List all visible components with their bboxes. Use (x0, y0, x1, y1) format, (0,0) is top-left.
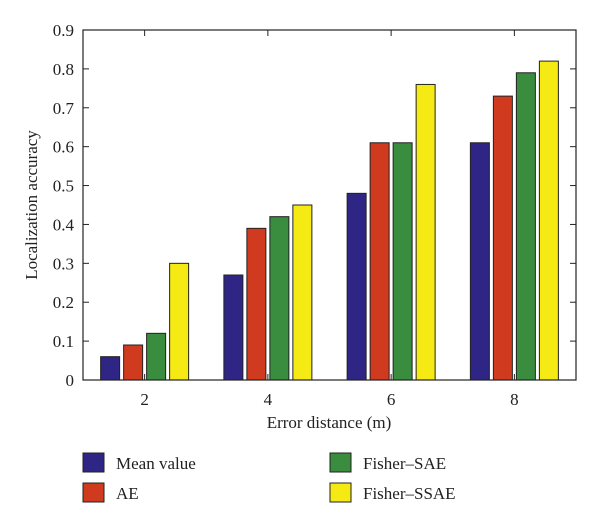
legend-item: Fisher–SSAE (329, 482, 456, 503)
legend-swatch (329, 482, 352, 503)
y-tick-label: 0 (66, 371, 75, 390)
bar-fisher-sae-8 (515, 72, 536, 381)
bar-mean-value-8 (469, 142, 490, 381)
y-tick-label: 0.2 (53, 293, 74, 312)
bar-fisher-sae-2 (146, 332, 167, 381)
legend-swatch (329, 452, 352, 473)
legend-label: Fisher–SSAE (363, 484, 456, 503)
x-tick-label: 6 (387, 390, 396, 409)
legend-swatch (82, 482, 105, 503)
legend-item: Mean value (82, 452, 196, 473)
bar-fisher-ssae-6 (415, 83, 436, 381)
x-tick-labels: 2 4 6 8 (140, 390, 518, 409)
y-tick-label: 0.5 (53, 177, 74, 196)
bar-ae-4 (246, 227, 267, 381)
bar-fisher-ssae-2 (169, 262, 190, 381)
bar-ae-6 (369, 142, 390, 381)
bar-ae-2 (123, 344, 144, 381)
x-axis-title: Error distance (m) (267, 413, 392, 432)
legend-item: Fisher–SAE (329, 452, 446, 473)
y-tick-label: 0.8 (53, 60, 74, 79)
bar-fisher-sae-6 (392, 142, 413, 381)
bar-fisher-sae-4 (269, 216, 290, 381)
bar-mean-value-2 (100, 356, 121, 381)
bar-ae-8 (492, 95, 513, 381)
bar-mean-value-6 (346, 192, 367, 381)
y-tick-labels: 0 0.1 0.2 0.3 0.4 0.5 0.6 0.7 0.8 0.9 (53, 21, 75, 390)
y-tick-label: 0.7 (53, 99, 75, 118)
bar-fisher-ssae-4 (292, 204, 313, 381)
y-tick-label: 0.3 (53, 254, 74, 273)
y-tick-label: 0.9 (53, 21, 74, 40)
legend-label: Fisher–SAE (363, 454, 446, 473)
bar-mean-value-4 (223, 274, 244, 381)
y-tick-label: 0.4 (53, 215, 75, 234)
y-tick-label: 0.6 (53, 138, 74, 157)
legend-item: AE (82, 482, 139, 503)
legend-label: Mean value (116, 454, 196, 473)
x-tick-label: 4 (264, 390, 273, 409)
y-axis-title: Localization accuracy (22, 130, 41, 280)
x-tick-label: 8 (510, 390, 519, 409)
x-tick-label: 2 (140, 390, 149, 409)
bars-layer (100, 60, 559, 381)
axis-ticks (83, 29, 576, 381)
legend-label: AE (116, 484, 139, 503)
bar-fisher-ssae-8 (538, 60, 559, 381)
y-tick-label: 0.1 (53, 332, 74, 351)
legend-swatch (82, 452, 105, 473)
legend: Mean value AE Fisher–SAE Fisher–SSAE (82, 452, 456, 503)
plot-frame (82, 29, 577, 381)
